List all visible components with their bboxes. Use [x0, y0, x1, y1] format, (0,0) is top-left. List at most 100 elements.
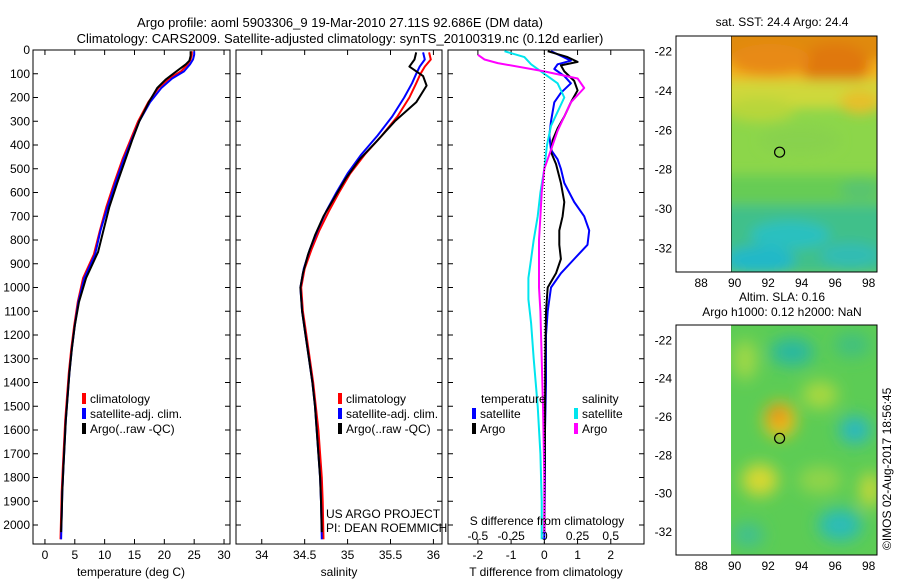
temperature-x-label: temperature (deg C)	[77, 565, 185, 579]
y-tick-label: 200	[10, 91, 30, 105]
series-line-argo-raw-qc-	[299, 52, 428, 533]
x-tick-label: -2	[473, 548, 484, 562]
title-line-1: Argo profile: aoml 5903306_9 19-Mar-2010…	[137, 15, 543, 30]
legend-header-temperature: temperature	[481, 392, 546, 406]
salinity-diff-tick-label: -0.25	[497, 529, 525, 543]
x-tick-label: 0	[42, 548, 49, 562]
legend-swatch-satellite	[82, 408, 86, 419]
x-tick-label: 20	[158, 548, 172, 562]
x-tick-label: 34	[255, 548, 269, 562]
y-tick-label: 1300	[3, 352, 30, 366]
map-y-tick-label: -30	[655, 202, 673, 216]
salinity-x-label: salinity	[321, 565, 358, 579]
sla-map-subtitle: Argo h1000: 0.12 h2000: NaN	[702, 305, 861, 319]
sla-map-axes	[675, 324, 878, 556]
legend-swatch-temperature-satellite	[472, 408, 476, 419]
legend-label-temperature-satellite: satellite	[480, 407, 521, 421]
x-tick-label: 30	[217, 548, 231, 562]
difference-x-label: T difference from climatology	[469, 565, 623, 579]
x-tick-label: 15	[128, 548, 142, 562]
map-x-tick-label: 88	[694, 276, 708, 290]
map-y-tick-label: -24	[655, 372, 673, 386]
map-y-tick-label: -26	[655, 410, 673, 424]
y-tick-label: 1900	[3, 494, 30, 508]
sla-map-title: Altim. SLA: 0.16	[739, 290, 825, 304]
map-x-tick-label: 96	[828, 276, 842, 290]
map-x-tick-label: 90	[728, 276, 742, 290]
y-tick-label: 2000	[3, 518, 30, 532]
sst-heatmap	[731, 36, 877, 272]
series-line-temperature-argo	[543, 50, 579, 533]
sst-map-empty-area	[676, 36, 731, 272]
map-x-tick-label: 92	[761, 559, 775, 573]
difference-panel-frame	[447, 49, 645, 545]
salinity-diff-tick-label: 0.25	[566, 529, 590, 543]
y-tick-label: 1700	[3, 447, 30, 461]
y-tick-label: 1400	[3, 376, 30, 390]
pi-credit: PI: DEAN ROEMMICH	[326, 521, 447, 535]
map-y-tick-label: -22	[655, 45, 673, 59]
sla-field-blobs	[732, 333, 877, 547]
temperature-panel-frame	[32, 49, 231, 545]
y-tick-label: 100	[10, 67, 30, 81]
salinity-panel-frame	[235, 49, 443, 545]
y-tick-label: 1100	[4, 304, 30, 318]
y-tick-label: 1800	[3, 471, 30, 485]
y-tick-label: 800	[10, 233, 30, 247]
y-tick-label: 900	[10, 257, 30, 271]
y-tick-label: 300	[10, 114, 30, 128]
map-y-tick-label: -30	[655, 487, 673, 501]
legend-swatch-argo	[82, 423, 86, 434]
map-x-tick-label: 94	[795, 276, 809, 290]
legend-label-satellite: satellite-adj. clim.	[346, 407, 438, 421]
x-tick-label: 1	[574, 548, 581, 562]
timestamp-stamp: ©IMOS 02-Aug-2017 18:56:45	[880, 387, 894, 550]
series-line-argo-raw-qc-	[60, 51, 192, 533]
map-y-tick-label: -28	[655, 448, 673, 462]
difference-legend: temperature salinity satellite Argo sate…	[472, 392, 623, 436]
salinity-legend: climatology satellite-adj. clim. Argo(..…	[338, 392, 438, 436]
legend-swatch-climatology	[338, 393, 342, 404]
series-line-salinity-argo	[477, 53, 586, 533]
y-tick-label: 1000	[3, 281, 30, 295]
map-y-tick-label: -32	[655, 525, 673, 539]
series-line-climatology	[300, 52, 432, 540]
x-tick-label: 2	[607, 548, 614, 562]
map-y-tick-label: -28	[655, 163, 673, 177]
x-tick-label: 35.5	[379, 548, 403, 562]
legend-swatch-argo	[338, 423, 342, 434]
map-y-tick-label: -32	[655, 241, 673, 255]
legend-swatch-salinity-argo	[574, 423, 578, 434]
legend-label-climatology: climatology	[90, 392, 150, 406]
y-tick-label: 700	[10, 209, 30, 223]
series-line-salinity-satellite	[504, 50, 566, 540]
map-x-tick-label: 88	[694, 559, 708, 573]
x-tick-label: 34.5	[293, 548, 317, 562]
map-y-tick-label: -26	[655, 123, 673, 137]
map-x-tick-label: 96	[828, 559, 842, 573]
legend-swatch-climatology	[82, 393, 86, 404]
legend-swatch-salinity-satellite	[574, 408, 578, 419]
y-tick-label: 1600	[3, 423, 30, 437]
map-x-tick-label: 98	[862, 276, 876, 290]
map-x-tick-label: 98	[862, 559, 876, 573]
legend-header-salinity: salinity	[582, 392, 619, 406]
legend-label-temperature-argo: Argo	[480, 422, 506, 436]
x-tick-label: 0	[541, 548, 548, 562]
sst-map-title: sat. SST: 24.4 Argo: 24.4	[716, 15, 849, 29]
map-x-tick-label: 94	[795, 559, 809, 573]
map-y-tick-label: -24	[655, 84, 673, 98]
y-tick-label: 400	[10, 138, 30, 152]
x-tick-label: -1	[506, 548, 517, 562]
salinity-difference-label: S difference from climatology	[470, 514, 625, 528]
map-x-tick-label: 90	[728, 559, 742, 573]
map-x-tick-label: 92	[761, 276, 775, 290]
salinity-diff-tick-label: 0.5	[602, 529, 619, 543]
y-tick-label: 1500	[3, 399, 30, 413]
sst-profile-location-marker	[773, 146, 786, 158]
title-line-2: Climatology: CARS2009. Satellite-adjuste…	[77, 31, 604, 46]
legend-label-salinity-argo: Argo	[582, 422, 608, 436]
salinity-diff-tick-label: -0.5	[468, 529, 489, 543]
legend-label-salinity-satellite: satellite	[582, 407, 623, 421]
